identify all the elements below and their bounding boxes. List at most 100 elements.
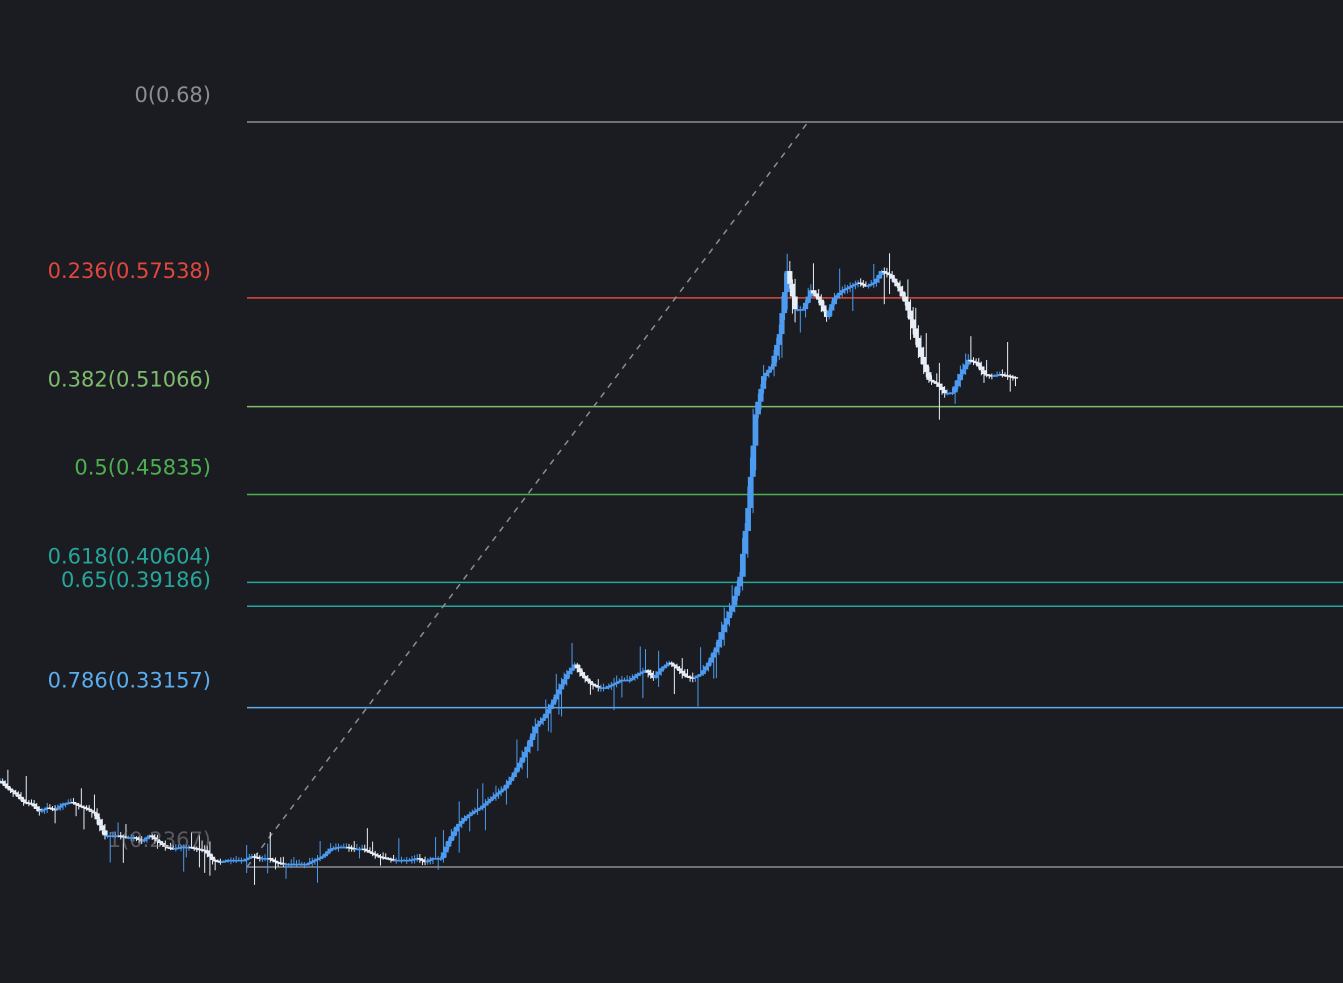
candle-body xyxy=(265,858,271,860)
candle-body xyxy=(789,283,796,297)
candle-body xyxy=(519,757,525,763)
candle-body xyxy=(312,859,318,862)
candle xyxy=(690,672,696,683)
candle-body xyxy=(406,859,412,862)
candle xyxy=(561,672,567,687)
candle-body xyxy=(286,863,292,866)
candle-body xyxy=(207,853,213,857)
candle xyxy=(637,646,643,677)
candle-body xyxy=(162,844,168,847)
candle xyxy=(871,263,877,288)
candle xyxy=(217,858,224,865)
candle xyxy=(26,800,32,807)
candle xyxy=(215,859,221,863)
candle-body xyxy=(55,807,61,810)
candle-body xyxy=(779,313,785,335)
candle xyxy=(480,783,486,811)
candle-body xyxy=(747,476,754,509)
candle-body xyxy=(362,848,368,851)
candle-body xyxy=(299,863,305,866)
candle-body xyxy=(679,670,685,674)
candle xyxy=(362,844,368,853)
candle-body xyxy=(781,292,788,314)
candle-body xyxy=(63,803,69,805)
candle-body xyxy=(976,362,982,367)
candle xyxy=(401,858,407,862)
candle-body xyxy=(997,374,1003,376)
candle xyxy=(70,797,77,805)
candle-body xyxy=(104,835,111,837)
candle xyxy=(624,675,630,682)
candle xyxy=(157,839,163,847)
candle-body xyxy=(501,788,507,791)
candle xyxy=(952,380,958,404)
candle xyxy=(984,360,990,378)
candle xyxy=(553,673,559,703)
candle-body xyxy=(663,664,670,667)
candle-body xyxy=(398,859,405,862)
candle xyxy=(545,703,552,732)
candle xyxy=(36,806,42,816)
candle xyxy=(68,798,74,804)
candle xyxy=(63,802,69,808)
candle xyxy=(666,660,672,667)
candle xyxy=(642,649,649,673)
candle-body xyxy=(65,802,71,805)
candle-body xyxy=(726,611,733,619)
candle-body xyxy=(711,652,717,658)
candle-body xyxy=(167,847,174,849)
candle xyxy=(495,788,502,799)
candle xyxy=(942,386,948,398)
candle xyxy=(76,802,82,810)
candle xyxy=(385,857,391,860)
candle-body xyxy=(677,668,683,671)
candle xyxy=(372,850,378,859)
candle xyxy=(905,279,911,318)
candle xyxy=(254,852,260,860)
candle xyxy=(989,373,995,380)
candle xyxy=(485,796,491,806)
candle xyxy=(619,675,625,698)
candle xyxy=(7,787,14,794)
candle-body xyxy=(910,319,916,329)
candle-body xyxy=(152,837,158,840)
candle-body xyxy=(734,586,740,596)
candle xyxy=(301,862,307,869)
candle xyxy=(551,697,557,707)
candle-body xyxy=(236,859,242,862)
candle xyxy=(380,852,386,860)
candle xyxy=(963,353,969,375)
candle-body xyxy=(422,860,428,863)
candle xyxy=(112,831,119,838)
candle xyxy=(199,840,205,853)
candle-body xyxy=(388,858,394,861)
candle-body xyxy=(739,553,746,577)
candle-body xyxy=(535,723,541,727)
candle-body xyxy=(173,848,179,850)
candle-body xyxy=(157,841,163,844)
candle-body xyxy=(986,374,992,377)
candle-body xyxy=(606,686,612,688)
candle-body xyxy=(897,286,903,292)
candle xyxy=(603,685,609,689)
candle-body xyxy=(427,859,433,861)
candle-body xyxy=(259,858,265,860)
candle-body xyxy=(661,666,667,669)
candle-body xyxy=(553,694,559,700)
candle-body xyxy=(188,846,195,849)
candle-body xyxy=(858,282,864,284)
candle xyxy=(186,844,192,851)
candle xyxy=(78,788,84,808)
candle xyxy=(800,307,806,311)
candle-body xyxy=(118,835,124,837)
candle xyxy=(750,408,756,514)
candle xyxy=(13,789,19,796)
candle xyxy=(774,337,780,363)
candle-body xyxy=(755,401,761,415)
candle-body xyxy=(125,837,132,839)
candle xyxy=(540,715,546,726)
candle xyxy=(1005,342,1011,380)
candle xyxy=(527,736,533,754)
candle-body xyxy=(981,370,987,375)
